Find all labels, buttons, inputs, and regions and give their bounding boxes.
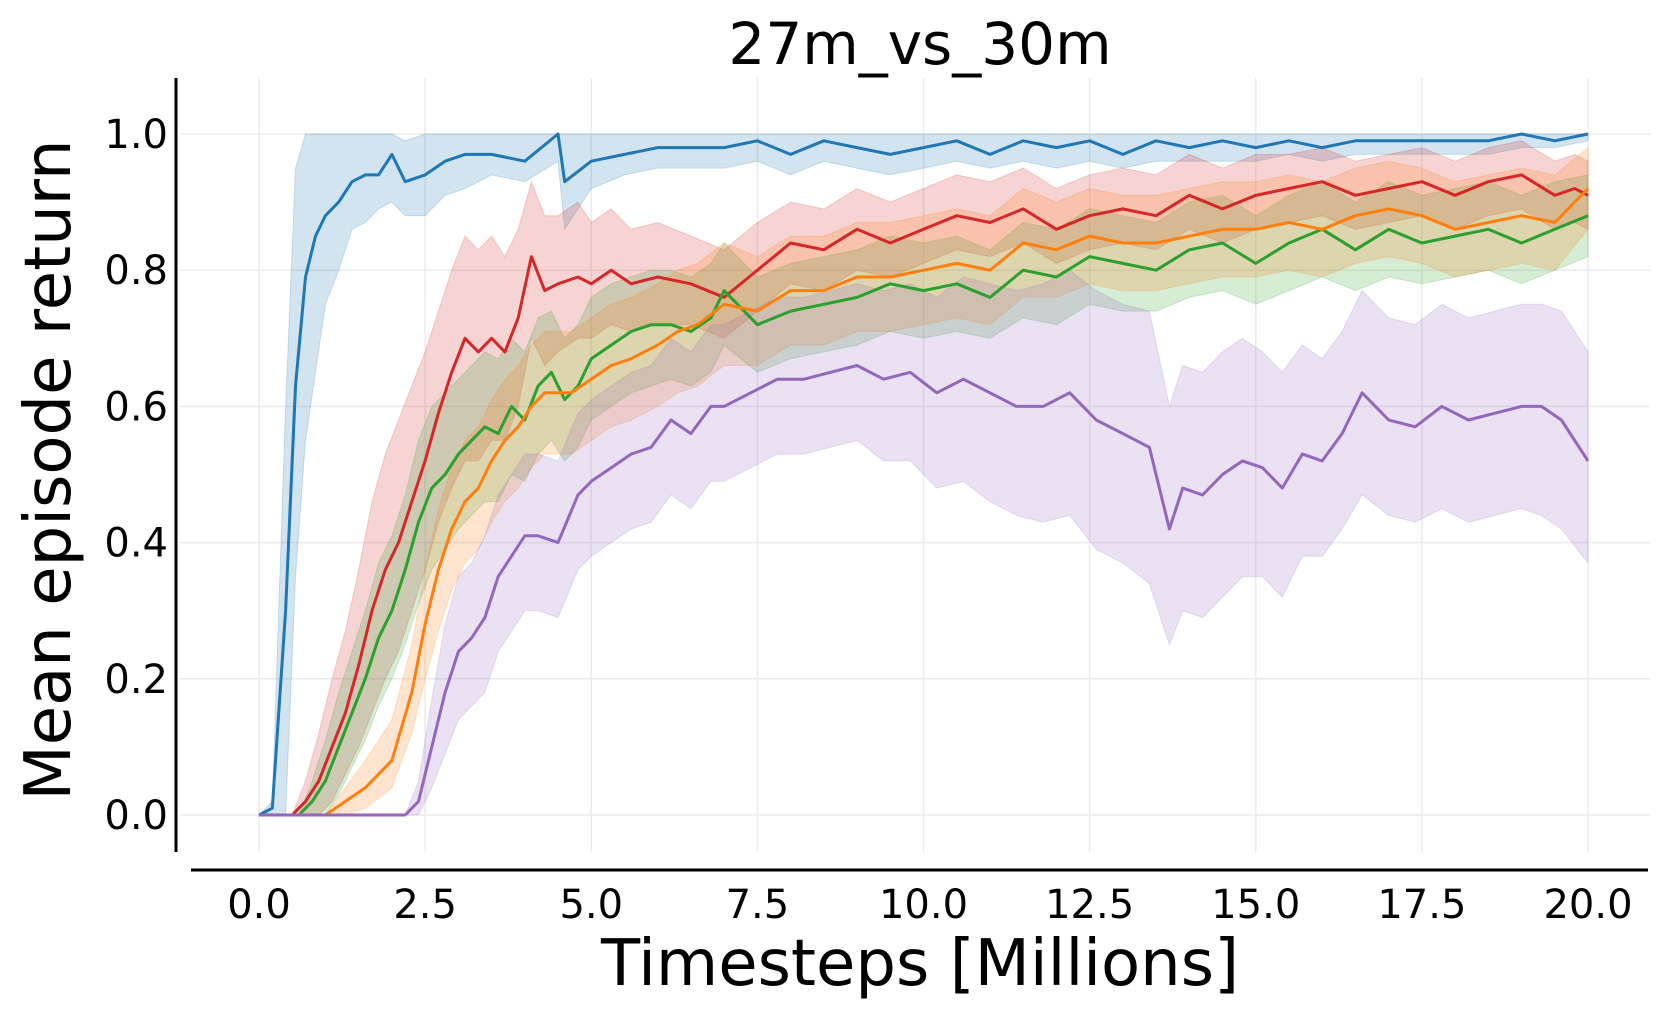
x-tick-label: 10.0 [879,882,968,928]
series-4-confidence-band [259,146,1589,816]
y-tick-label: 1.0 [104,112,168,158]
grid [180,78,1650,852]
y-tick-label: 0.2 [104,657,168,703]
series-1-confidence-band [257,133,1589,816]
y-axis-label: Mean episode return [12,139,86,800]
series-4-line [259,187,1590,817]
series-3-line [259,214,1589,817]
x-tick-labels: 0.0 2.5 5.0 7.5 10.0 12.5 15.0 17.5 20.0 [227,882,1632,928]
series-5-line [259,364,1590,817]
y-tick-labels: 0.0 0.2 0.4 0.6 0.8 1.0 [104,112,168,839]
series-lines [258,132,1590,817]
x-tick-label: 5.0 [559,882,623,928]
x-tick-label: 17.5 [1377,882,1466,928]
y-tick-label: 0.0 [104,793,168,839]
y-tick-label: 0.6 [104,384,168,430]
x-tick-label: 0.0 [227,882,291,928]
x-tick-label: 12.5 [1045,882,1134,928]
x-tick-label: 7.5 [726,882,790,928]
y-tick-label: 0.4 [104,521,168,567]
chart-title: 27m_vs_30m [728,10,1111,78]
series-5-confidence-band [259,269,1589,816]
x-tick-label: 15.0 [1211,882,1300,928]
x-tick-label: 2.5 [393,882,457,928]
series-1-line [258,132,1589,817]
series-2-line [259,173,1589,817]
x-axis-label: Timesteps [Millions] [600,927,1239,1001]
y-tick-label: 0.8 [104,248,168,294]
confidence-bands [257,133,1589,816]
x-tick-label: 20.0 [1543,882,1632,928]
